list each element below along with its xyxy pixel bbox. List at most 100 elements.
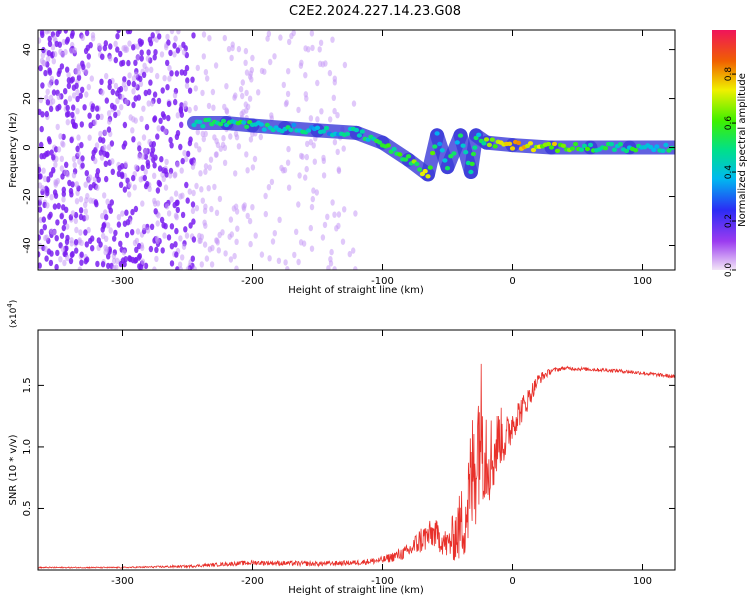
noise-dot <box>38 173 42 180</box>
noise-dot <box>190 255 195 262</box>
noise-dot <box>221 135 226 142</box>
ridge-point <box>468 169 474 175</box>
ridge-point <box>444 166 451 171</box>
noise-dot <box>123 44 128 52</box>
bottom-plot-frame <box>37 329 676 571</box>
noise-dot <box>266 184 272 191</box>
noise-dot <box>45 88 50 96</box>
noise-dot <box>309 30 315 37</box>
noise-dot <box>317 46 322 53</box>
noise-dot <box>126 79 131 87</box>
noise-dot <box>50 98 56 105</box>
noise-dot <box>65 254 70 262</box>
noise-dot <box>156 125 161 132</box>
noise-dot <box>116 214 122 221</box>
noise-dot <box>86 62 91 69</box>
noise-dot <box>98 136 103 143</box>
noise-dot <box>102 144 107 151</box>
y-tick-label: 1.0 <box>22 439 33 455</box>
ridge-point <box>560 143 567 148</box>
noise-dot <box>187 188 192 195</box>
noise-dot <box>234 238 239 245</box>
noise-dot <box>103 248 108 256</box>
ridge-point <box>377 140 383 145</box>
noise-dot <box>46 176 51 183</box>
noise-dot <box>174 70 180 77</box>
noise-dot <box>78 196 84 203</box>
ridge-point <box>417 167 423 172</box>
noise-dot <box>108 207 114 214</box>
ridge-point <box>365 137 371 142</box>
noise-dot <box>38 262 42 269</box>
ridge-point <box>434 131 440 136</box>
noise-dot <box>140 153 145 160</box>
noise-dot <box>122 76 127 83</box>
noise-dot <box>234 265 239 270</box>
noise-dot <box>296 106 301 114</box>
noise-dot <box>315 79 320 87</box>
noise-dot <box>329 248 334 256</box>
noise-dot <box>59 213 64 220</box>
noise-dot <box>60 245 66 253</box>
noise-dot <box>47 40 53 47</box>
noise-dot <box>103 129 108 136</box>
noise-dot <box>113 111 118 119</box>
noise-dot <box>110 168 116 175</box>
noise-dot <box>188 136 193 143</box>
noise-dot <box>152 162 157 169</box>
noise-dot <box>46 136 52 143</box>
noise-dot <box>112 235 117 242</box>
noise-dot <box>209 261 215 268</box>
noise-dot <box>256 89 261 96</box>
noise-dot <box>119 104 124 111</box>
noise-dot <box>40 52 46 59</box>
noise-dot <box>248 240 253 248</box>
ridge-point <box>405 154 412 159</box>
noise-dot <box>245 167 250 174</box>
noise-dot <box>139 49 144 56</box>
noise-dot <box>233 130 239 137</box>
noise-dot <box>152 172 157 179</box>
noise-dot <box>150 32 155 39</box>
noise-dot <box>191 189 196 197</box>
noise-dot <box>299 152 304 160</box>
noise-dot <box>70 210 76 217</box>
noise-dot <box>70 76 76 83</box>
colorbar: 0.0 0.2 0.4 0.6 0.8 Normalized spectral ampl… <box>712 30 748 277</box>
noise-dot <box>155 200 161 207</box>
noise-dot <box>267 255 272 262</box>
noise-dot <box>141 71 147 79</box>
ridge-point <box>578 147 585 152</box>
noise-dot <box>76 69 82 76</box>
y-multiplier-label: (x104) <box>6 300 19 328</box>
noise-dot <box>93 199 99 206</box>
ridge-point <box>611 147 618 152</box>
noise-dot <box>80 155 85 162</box>
noise-dot <box>79 121 85 128</box>
noise-dot <box>140 200 145 207</box>
noise-dot <box>79 251 84 258</box>
noise-dot <box>135 54 140 61</box>
noise-dot <box>124 231 130 239</box>
colorbar-label: Normalized spectral amplitude <box>737 73 748 227</box>
noise-dot <box>332 79 337 86</box>
noise-dot <box>75 89 80 96</box>
noise-dot <box>63 99 68 106</box>
noise-dot <box>191 218 196 225</box>
noise-dot <box>332 107 337 115</box>
noise-dot <box>90 32 96 39</box>
noise-dot <box>214 237 219 244</box>
noise-dot <box>38 251 41 258</box>
noise-dot <box>162 232 167 239</box>
noise-dot <box>101 222 106 230</box>
y-tick-label: 40 <box>22 43 33 56</box>
noise-dot <box>84 241 90 248</box>
ridge-point <box>584 146 591 152</box>
noise-dot <box>172 51 177 58</box>
noise-dot <box>124 98 129 106</box>
noise-dot <box>40 82 45 89</box>
noise-dot <box>105 198 110 205</box>
noise-dot <box>195 128 200 136</box>
noise-dot <box>131 136 136 143</box>
noise-dot <box>55 123 60 131</box>
